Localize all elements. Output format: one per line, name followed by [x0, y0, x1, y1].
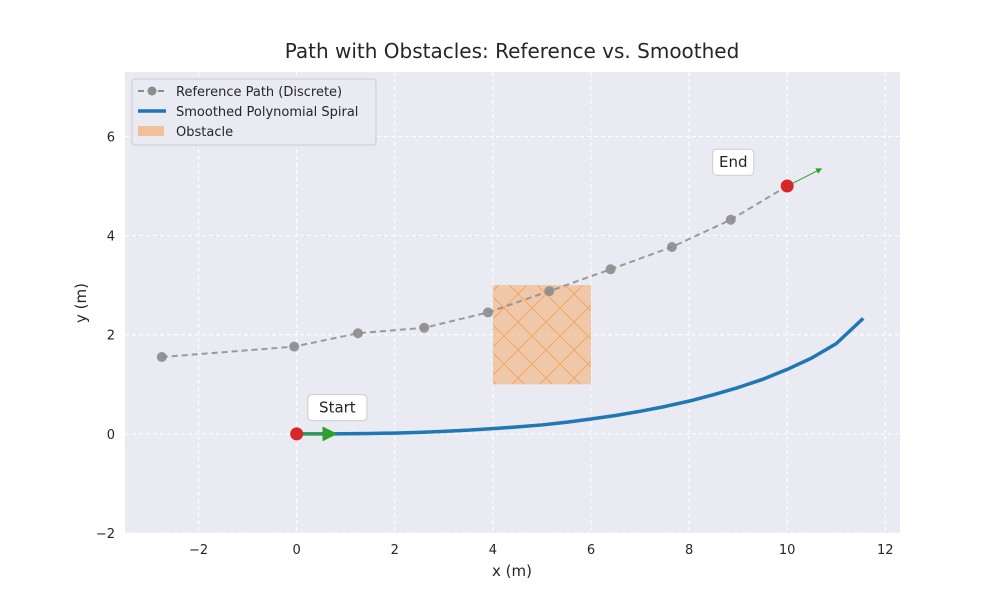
smoothed-path-line: [296, 317, 865, 436]
y-axis-label: y (m): [72, 283, 90, 323]
legend-obstacle-swatch: [138, 126, 164, 136]
end-label: End: [719, 153, 748, 171]
start-marker: [290, 427, 304, 441]
x-tick-label: 12: [877, 543, 894, 558]
x-tick-label: 8: [685, 543, 693, 558]
y-tick-label: 2: [107, 329, 115, 344]
x-axis-label: x (m): [492, 562, 532, 580]
y-tick-label: 4: [107, 230, 115, 245]
x-tick-label: −2: [189, 543, 208, 558]
y-tick-label: 6: [107, 130, 115, 145]
legend: Reference Path (Discrete) Smoothed Polyno…: [131, 78, 377, 146]
legend-smoothed-label: Smoothed Polynomial Spiral: [176, 105, 358, 120]
reference-path-point: [482, 307, 493, 318]
end-marker: [780, 179, 794, 193]
reference-path-point: [544, 286, 555, 297]
start-label-box: [307, 394, 368, 422]
y-tick-label: −2: [96, 527, 115, 542]
reference-path-point: [289, 341, 300, 352]
obstacle-hatch: [492, 285, 591, 385]
series-layer: [156, 181, 865, 436]
reference-path-line: [161, 185, 788, 359]
x-tick-label: 2: [391, 543, 399, 558]
reference-path-point: [666, 241, 677, 252]
chart-title: Path with Obstacles: Reference vs. Smoot…: [285, 39, 740, 63]
start-label: Start: [319, 399, 356, 417]
x-axis-ticks: −2 0 2 4 6 8 10 12: [189, 543, 894, 558]
legend-reference-marker: [147, 86, 157, 96]
legend-obstacle-label: Obstacle: [176, 125, 233, 140]
reference-path-point: [725, 214, 736, 225]
x-tick-label: 10: [779, 543, 796, 558]
x-tick-label: 4: [489, 543, 497, 558]
reference-path-point: [605, 264, 616, 275]
end-label-box: [712, 148, 755, 176]
obstacle-layer: [492, 285, 591, 385]
legend-reference-label: Reference Path (Discrete): [176, 85, 342, 100]
x-tick-label: 0: [293, 543, 301, 558]
reference-path-point: [156, 352, 167, 363]
annotation-layer: Start End: [290, 148, 823, 442]
reference-path-point: [419, 322, 430, 333]
legend-box: [131, 78, 377, 146]
x-tick-label: 6: [587, 543, 595, 558]
y-axis-ticks: −2 0 2 4 6: [96, 130, 115, 542]
reference-path-point: [352, 328, 363, 339]
y-tick-label: 0: [107, 428, 115, 443]
